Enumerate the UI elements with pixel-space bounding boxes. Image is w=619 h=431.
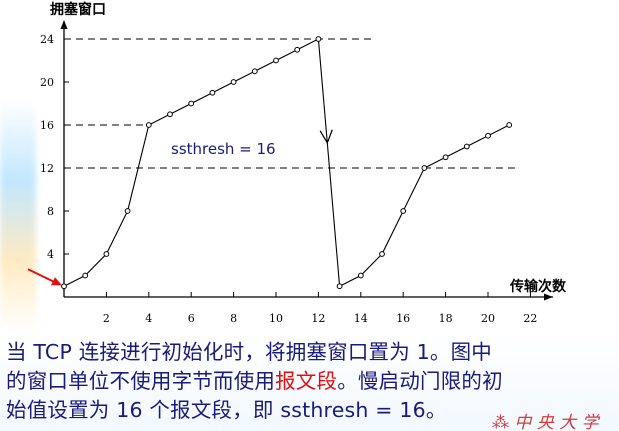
y-axis-arrow-icon <box>60 20 68 29</box>
x-axis-arrow-icon <box>544 293 553 301</box>
data-point <box>336 283 343 290</box>
data-point <box>294 46 301 53</box>
data-point <box>124 208 131 214</box>
data-point <box>463 143 470 150</box>
x-tick-label: 6 <box>188 312 195 325</box>
data-point <box>209 89 216 96</box>
x-tick-label: 14 <box>354 312 368 325</box>
data-point <box>251 68 258 75</box>
start-pointer-arrowhead-icon <box>51 277 62 286</box>
data-point <box>273 57 279 64</box>
y-tick-label: 8 <box>47 205 54 218</box>
watermark-seal: ⁂ 中 央 大 学 <box>492 413 599 431</box>
data-point <box>485 132 491 139</box>
start-pointer-arrow <box>27 268 58 285</box>
caption-text: 当 TCP 连接进行初始化时，将拥塞窗口置为 1。图中 的窗口单位不使用字节而使… <box>6 338 616 425</box>
x-tick-label: 16 <box>396 312 410 325</box>
background-decoration <box>0 100 36 330</box>
data-point <box>442 154 449 161</box>
caption-highlight: 报文段 <box>275 369 338 393</box>
y-axis-label: 拥塞窗口 <box>50 1 106 18</box>
data-point <box>82 272 89 279</box>
x-tick-label: 2 <box>103 312 110 325</box>
caption-line-2-end: 。慢启动门限的初 <box>337 369 503 393</box>
y-tick-label: 20 <box>40 76 54 89</box>
data-point <box>400 208 407 214</box>
data-point <box>230 79 237 85</box>
background-bottom-band <box>0 330 619 431</box>
data-point <box>103 251 110 257</box>
data-point <box>421 165 428 171</box>
data-point <box>315 36 322 42</box>
data-point <box>357 272 364 279</box>
series-line <box>63 38 510 288</box>
data-point <box>379 251 385 257</box>
data-point <box>167 111 173 118</box>
y-tick-label: 24 <box>40 33 54 46</box>
x-tick-label: 8 <box>230 312 237 325</box>
x-tick-label: 22 <box>523 312 537 325</box>
ssthresh-annotation: ssthresh = 16 <box>171 140 276 158</box>
y-tick-label: 4 <box>47 248 54 261</box>
caption-line-2: 的窗口单位不使用字节而使用报文段。慢启动门限的初 <box>6 367 616 396</box>
x-tick-label: 10 <box>269 312 283 325</box>
y-tick-label: 16 <box>40 119 54 132</box>
x-tick-label: 4 <box>145 312 152 325</box>
x-tick-label: 20 <box>481 312 495 325</box>
x-tick-label: 18 <box>439 312 453 325</box>
caption-line-3: 始值设置为 16 个报文段，即 ssthresh = 16。 <box>6 398 447 422</box>
x-axis-label: 传输次数 <box>509 278 567 295</box>
data-point <box>188 100 195 107</box>
data-point <box>506 122 513 128</box>
caption-line-1: 当 TCP 连接进行初始化时，将拥塞窗口置为 1。图中 <box>6 340 492 364</box>
x-tick-label: 12 <box>311 312 325 325</box>
data-point <box>145 122 152 128</box>
caption-line-2-start: 的窗口单位不使用字节而使用 <box>6 369 276 393</box>
drop-arrowhead-icon <box>319 129 333 145</box>
y-tick-label: 12 <box>40 162 54 175</box>
data-point <box>61 283 67 290</box>
